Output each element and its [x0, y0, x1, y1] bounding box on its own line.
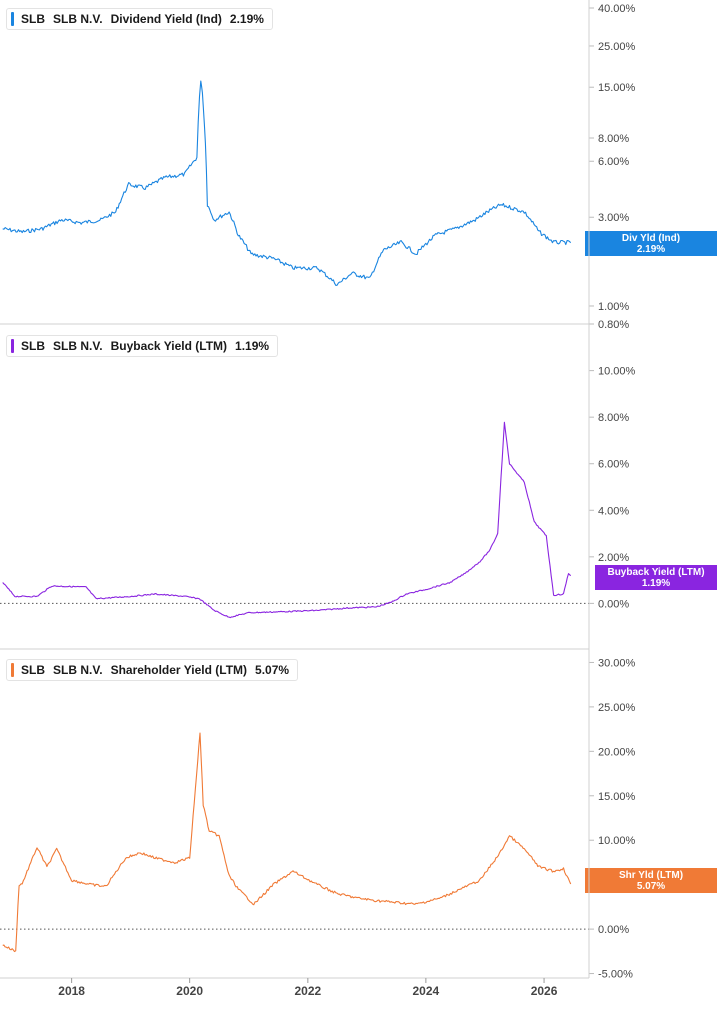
x-tick-label: 2022: [294, 984, 321, 998]
buyback-y-tick-label: 2.00%: [598, 552, 629, 564]
buyback-series-line: [2, 421, 572, 619]
shareholder-value-tag: [585, 868, 717, 893]
x-tick-label: 2018: [58, 984, 85, 998]
dividend-y-tick-label: 40.00%: [598, 3, 636, 15]
shareholder-y-tick-label: 25.00%: [598, 702, 636, 714]
x-tick-label: 2020: [176, 984, 203, 998]
shareholder-legend[interactable]: SLB SLB N.V. Shareholder Yield (LTM) 5.0…: [6, 659, 299, 681]
shareholder-value-tag-value: 5.07%: [637, 881, 665, 892]
dividend-value-tag-label: Div Yld (Ind): [622, 233, 680, 244]
buyback-y-tick-label: 6.00%: [598, 459, 629, 471]
dividend-legend-company: SLB N.V.: [53, 12, 103, 26]
dividend-y-tick-label: 3.00%: [598, 212, 629, 224]
shareholder-y-tick-label: 30.00%: [598, 657, 636, 669]
dividend-y-tick-label: 6.00%: [598, 156, 629, 168]
buyback-value-tag: [595, 565, 717, 590]
buyback-legend-company: SLB N.V.: [53, 339, 103, 353]
buyback-legend-metric: Buyback Yield (LTM): [110, 339, 228, 353]
dividend-value-tag-value: 2.19%: [637, 244, 665, 255]
dividend-value-tag: [585, 231, 717, 256]
dividend-y-tick-label: 15.00%: [598, 82, 636, 94]
shareholder-y-tick-label: 15.00%: [598, 791, 636, 803]
shareholder-legend-swatch: [11, 663, 14, 677]
buyback-value-tag-value: 1.19%: [642, 578, 670, 589]
x-tick-label: 2024: [413, 984, 440, 998]
dividend-y-tick-label: 8.00%: [598, 133, 629, 145]
buyback-y-tick-label: 0.00%: [598, 598, 629, 610]
shareholder-y-tick-label: -5.00%: [598, 969, 633, 981]
shareholder-y-tick-label: 10.00%: [598, 835, 636, 847]
dividend-legend-value: 2.19%: [229, 12, 264, 26]
shareholder-legend-metric: Shareholder Yield (LTM): [110, 663, 248, 677]
dividend-legend-metric: Dividend Yield (Ind): [110, 12, 222, 26]
shareholder-series-line: [2, 732, 572, 953]
buyback-y-tick-label: 8.00%: [598, 412, 629, 424]
buyback-legend-ticker: SLB: [21, 339, 45, 353]
buyback-legend[interactable]: SLB SLB N.V. Buyback Yield (LTM) 1.19%: [6, 335, 279, 357]
shareholder-legend-company: SLB N.V.: [53, 663, 103, 677]
dividend-legend-swatch: [11, 12, 14, 26]
dividend-series-line: [2, 80, 572, 287]
shareholder-y-tick-label: 0.00%: [598, 924, 629, 936]
buyback-y-tick-label: 4.00%: [598, 505, 629, 517]
shareholder-y-tick-label: 20.00%: [598, 746, 636, 758]
buyback-legend-swatch: [11, 339, 14, 353]
buyback-legend-value: 1.19%: [235, 339, 270, 353]
dividend-y-tick-label: 1.00%: [598, 301, 629, 313]
buyback-value-tag-label: Buyback Yield (LTM): [607, 567, 704, 578]
buyback-y-tick-label: 10.00%: [598, 366, 636, 378]
dividend-y-tick-label: 25.00%: [598, 41, 636, 53]
dividend-y-tick-label: 0.80%: [598, 319, 629, 331]
shareholder-value-tag-label: Shr Yld (LTM): [619, 870, 683, 881]
shareholder-legend-value: 5.07%: [255, 663, 290, 677]
dividend-legend[interactable]: SLB SLB N.V. Dividend Yield (Ind) 2.19%: [6, 8, 273, 30]
dividend-legend-ticker: SLB: [21, 12, 45, 26]
x-tick-label: 2026: [531, 984, 558, 998]
shareholder-legend-ticker: SLB: [21, 663, 45, 677]
